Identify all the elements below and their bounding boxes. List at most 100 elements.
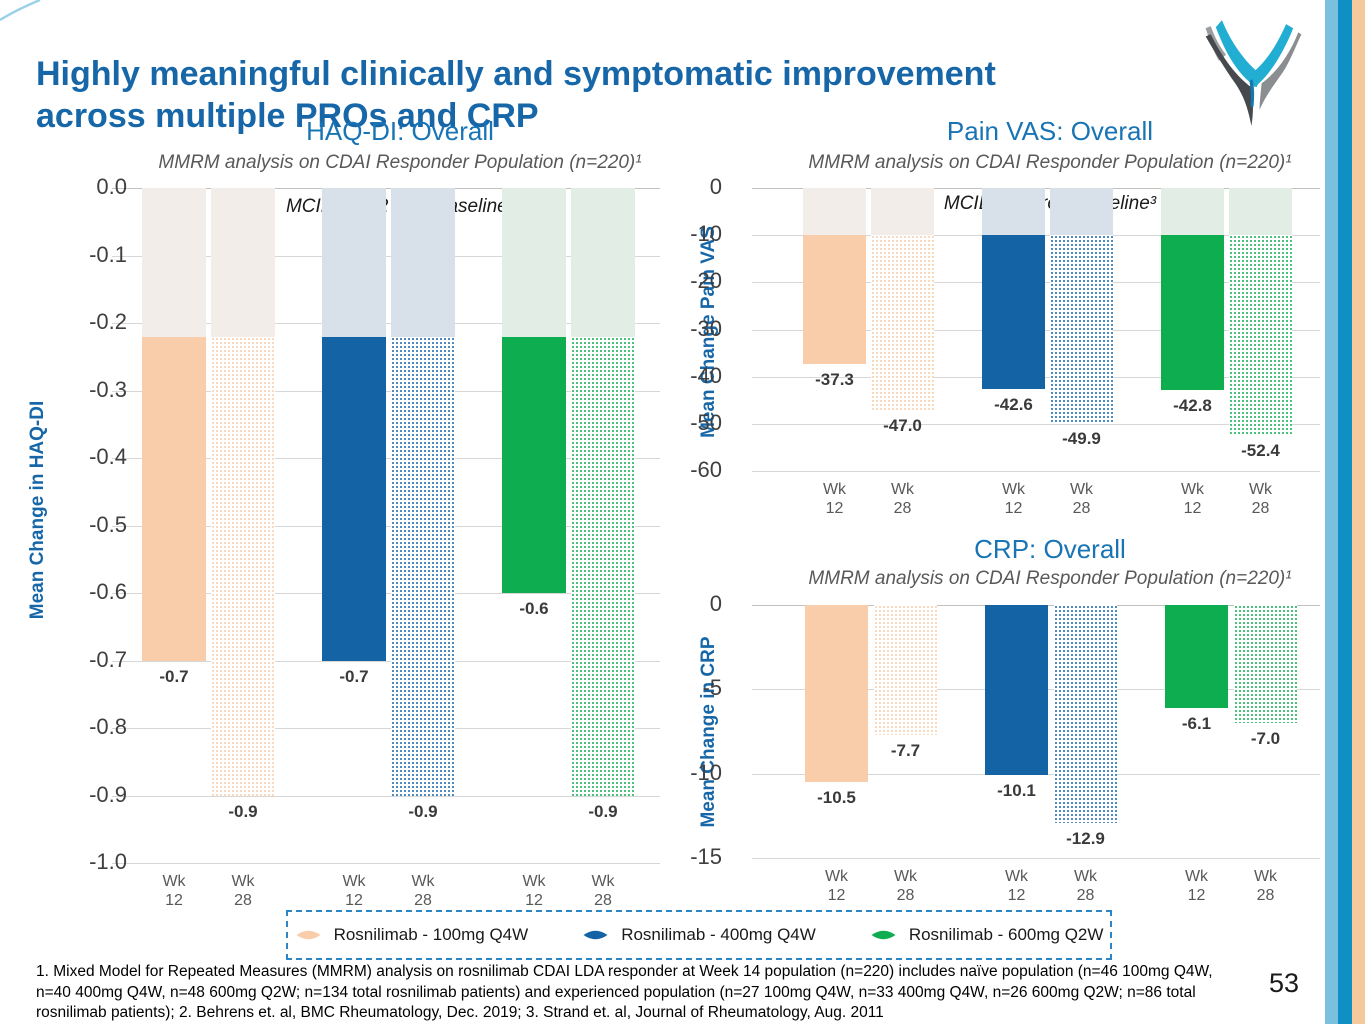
- mcid-annotation: MCID: -10 from baseline³: [943, 193, 1157, 214]
- x-tick-line2: 28: [414, 892, 432, 909]
- x-tick-label: Wk 28: [381, 872, 465, 910]
- bar-segment: [211, 336, 275, 796]
- x-tick-line1: Wk: [1073, 868, 1098, 885]
- x-tick-label: Wk 12: [1155, 867, 1239, 905]
- y-tick-label: -0.1: [89, 241, 127, 267]
- bar-value-label: -0.9: [228, 801, 258, 821]
- y-tick-label: -50: [690, 409, 722, 435]
- bar-mcid-segment: [322, 188, 386, 337]
- bar-segment: [871, 235, 934, 410]
- gridline: [112, 728, 660, 729]
- x-tick-line2: 12: [345, 892, 363, 909]
- legend-marker-icon: [871, 930, 896, 940]
- bar-segment: [1229, 235, 1292, 436]
- gridline: [752, 471, 1320, 472]
- chart-subtitle: MMRM analysis on CDAI Responder Populati…: [808, 568, 1292, 589]
- edge-stripe-blue: [1338, 0, 1352, 1024]
- y-tick-label: -40: [690, 362, 722, 388]
- y-tick-label: -10: [690, 221, 722, 247]
- legend-label: Rosnilimab - 600mg Q2W: [908, 925, 1104, 944]
- y-tick-label: -0.8: [89, 714, 127, 739]
- page-title: Highly meaningful clinically and symptom…: [36, 53, 1196, 137]
- bar-segment: [142, 336, 206, 661]
- x-tick-label: Wk 12: [972, 480, 1056, 518]
- page-number: 53: [1268, 968, 1300, 998]
- bar-value-label: -42.8: [1173, 395, 1212, 415]
- gridline: [752, 773, 1320, 775]
- x-tick-line2: 28: [893, 500, 912, 517]
- bar-segment: [1165, 605, 1228, 708]
- gridline: [112, 458, 660, 459]
- x-tick-line2: 28: [1072, 500, 1091, 517]
- y-tick-label: -1.0: [89, 849, 127, 874]
- gridline: [752, 376, 1320, 378]
- bar-segment: [1234, 605, 1297, 724]
- y-tick-label: 0: [709, 591, 722, 616]
- x-tick-line2: 28: [1256, 887, 1275, 904]
- plot-area: 0 -10 -20 -30 -40 -50 -60 -37.3 Wk 12 -47.0 Wk 28 -42…: [690, 174, 1320, 517]
- y-tick-label: -20: [690, 268, 722, 294]
- company-logo-icon: [1205, 20, 1302, 126]
- legend-item: Rosnilimab - 400mg Q4W: [582, 925, 816, 945]
- x-tick-line1: Wk: [411, 873, 435, 890]
- bar-value-label: -0.7: [339, 666, 369, 686]
- plot-area: 0 -5 -10 -15 -10.5 Wk 12 -7.7 Wk 28 -10.1 Wk 12 -12.9…: [690, 591, 1320, 904]
- gridline: [752, 689, 1320, 691]
- gridline: [752, 282, 1320, 284]
- x-tick-line1: Wk: [1004, 868, 1029, 885]
- x-tick-line1: Wk: [1001, 481, 1026, 498]
- bar-value-label: -0.7: [159, 666, 189, 686]
- bar-mcid-segment: [982, 188, 1045, 236]
- y-tick-label: -0.7: [89, 646, 127, 672]
- bar-value-label: -49.9: [1062, 429, 1101, 449]
- x-tick-label: Wk 12: [1151, 480, 1235, 518]
- x-tick-label: Wk 28: [861, 480, 945, 518]
- legend-label: Rosnilimab - 400mg Q4W: [621, 925, 816, 944]
- gridline: [752, 329, 1320, 331]
- bar-mcid-segment: [502, 188, 566, 337]
- y-tick-label: -0.5: [89, 511, 127, 537]
- bar-segment: [1161, 235, 1224, 390]
- x-tick-line2: 28: [1076, 887, 1095, 904]
- page-title-line1: Highly meaningful clinically and symptom…: [36, 54, 996, 93]
- x-tick-line1: Wk: [231, 873, 255, 890]
- legend-item: Rosnilimab - 600mg Q2W: [870, 925, 1104, 945]
- bar-value-label: -10.1: [997, 781, 1036, 801]
- x-tick-label: Wk 12: [975, 867, 1059, 905]
- bar-value-label: -7.0: [1250, 729, 1281, 749]
- gridline: [752, 858, 1320, 859]
- bar-segment: [982, 235, 1045, 389]
- bar-value-label: -52.4: [1241, 441, 1280, 461]
- bar-mcid-segment: [391, 188, 455, 337]
- y-tick-label: -0.4: [89, 444, 127, 469]
- corner-accent-line: [0, 0, 41, 22]
- chart-subtitle: MMRM analysis on CDAI Responder Populati…: [158, 152, 642, 173]
- footnote: 1. Mixed Model for Repeated Measures (MM…: [36, 963, 1213, 1021]
- x-tick-line1: Wk: [824, 868, 849, 885]
- x-tick-line1: Wk: [822, 481, 847, 498]
- x-tick-line1: Wk: [1180, 481, 1205, 498]
- bar-segment: [391, 336, 455, 796]
- y-tick-label: -5: [702, 675, 722, 701]
- bar-value-label: -7.7: [890, 740, 921, 760]
- y-tick-label: -0.2: [89, 309, 127, 334]
- y-tick-label: -0.3: [89, 376, 127, 402]
- x-tick-line2: 12: [165, 892, 183, 909]
- x-tick-label: Wk 28: [201, 872, 285, 910]
- gridline: [112, 593, 660, 594]
- x-tick-line1: Wk: [1184, 868, 1209, 885]
- bar-segment: [322, 336, 386, 661]
- bar-segment: [874, 605, 937, 735]
- bar-mcid-segment: [142, 188, 206, 337]
- bar-value-label: -10.5: [817, 788, 856, 808]
- gridline: [112, 660, 660, 662]
- x-tick-label: Wk 12: [793, 480, 877, 518]
- y-tick-label: 0.0: [96, 174, 127, 199]
- bar-segment: [805, 605, 868, 783]
- x-tick-line1: Wk: [522, 873, 546, 890]
- gridline: [112, 323, 660, 324]
- gridline: [112, 863, 660, 864]
- legend-marker-icon: [296, 930, 321, 940]
